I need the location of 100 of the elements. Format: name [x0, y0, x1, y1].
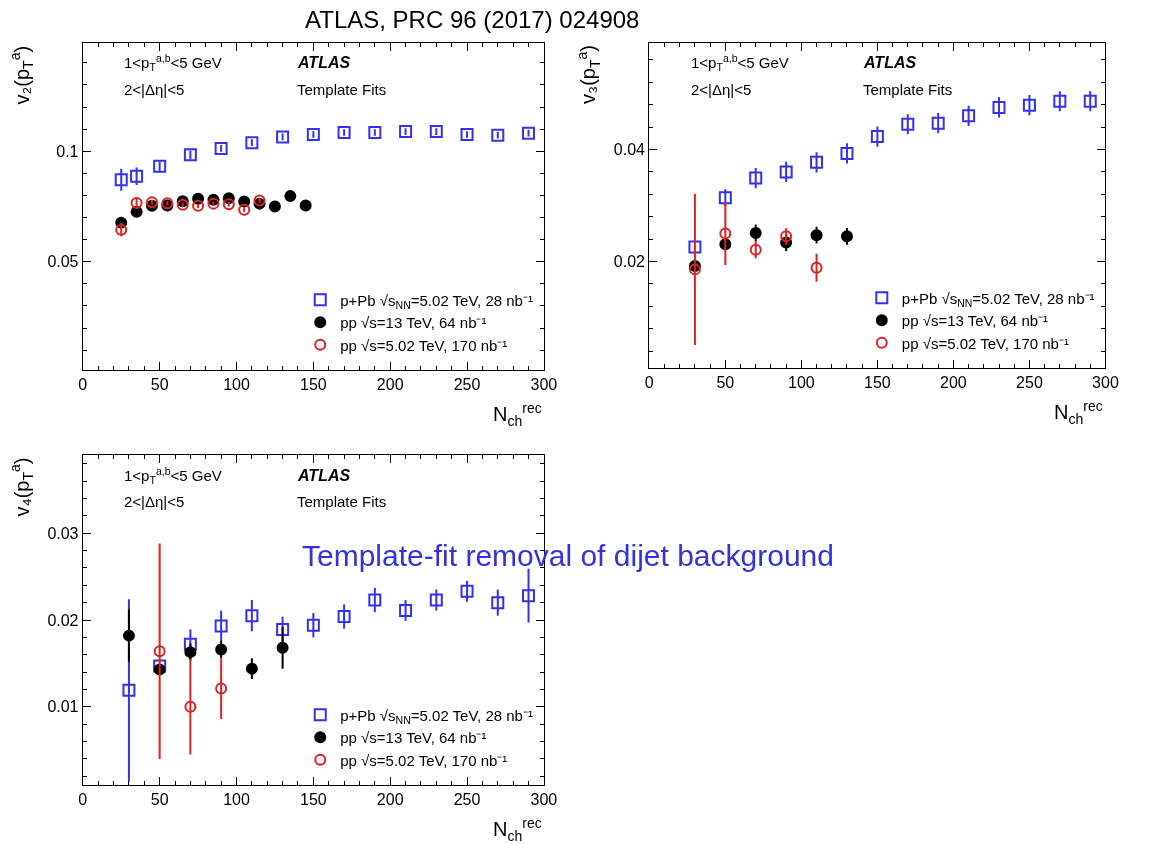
point: [245, 662, 258, 675]
y-tick-label: 0.1: [56, 142, 79, 160]
point: [245, 136, 259, 150]
point: [276, 623, 290, 637]
x-tick-label: 300: [530, 791, 558, 809]
legend-label: p+Pb √s$_{NN}$=5.02 TeV, 28 nb⁻¹: [901, 289, 1095, 309]
y-tick-label: 0.04: [613, 141, 646, 159]
point: [122, 683, 136, 697]
point: [306, 127, 320, 141]
y-tick-label: 0.05: [47, 253, 79, 271]
point: [214, 619, 228, 633]
y-tick-label: 0.02: [47, 611, 79, 629]
point: [153, 159, 167, 173]
point: [368, 593, 382, 607]
point: [870, 130, 884, 144]
x-tick-label: 50: [150, 376, 169, 394]
x-tick-label: 250: [1016, 374, 1043, 392]
x-tick-label: 50: [716, 374, 735, 392]
point: [749, 171, 763, 185]
point: [184, 646, 197, 659]
legend-label: p+Pb √s$_{NN}$=5.02 TeV, 28 nb⁻¹: [340, 291, 533, 311]
annotation: 2<|Δη|<5: [124, 493, 185, 510]
point: [749, 243, 762, 256]
point: [115, 223, 128, 236]
annotation: Template Fits: [297, 493, 387, 510]
legend-label: pp √s=5.02 TeV, 170 nb⁻¹: [340, 751, 508, 769]
point: [130, 169, 144, 183]
point: [245, 609, 259, 623]
chart-title: ATLAS, PRC 96 (2017) 024908: [305, 6, 640, 33]
point: [399, 125, 413, 139]
x-tick-label: 250: [453, 791, 481, 809]
point: [688, 240, 702, 254]
point: [719, 227, 732, 240]
point: [522, 126, 536, 140]
point: [840, 146, 854, 160]
point: [931, 116, 945, 130]
annotation: Template Fits: [297, 81, 387, 98]
annotation: 2<|Δη|<5: [124, 81, 185, 98]
point: [779, 165, 793, 179]
annotation: ATLAS: [863, 54, 917, 71]
point: [299, 199, 312, 212]
point: [222, 198, 235, 211]
point: [491, 596, 505, 610]
point: [429, 125, 443, 139]
point: [207, 197, 220, 210]
annotation: ATLAS: [297, 54, 351, 71]
x-tick-label: 150: [864, 374, 891, 392]
point: [810, 261, 823, 274]
x-tick-label: 100: [223, 791, 250, 809]
annotation: Template Fits: [863, 81, 953, 98]
point: [1053, 94, 1067, 108]
point: [337, 610, 351, 624]
y-tick-label: 0.03: [47, 524, 79, 542]
point: [284, 190, 297, 203]
annotation: 1<p$_{T}$$^{a,b}$<5 GeV: [124, 465, 222, 487]
annotation: 1<p$_{T}$$^{a,b}$<5 GeV: [691, 52, 789, 74]
point: [122, 629, 135, 642]
y-tick-label: 0.01: [47, 698, 79, 716]
point: [276, 130, 290, 144]
point: [276, 641, 289, 654]
point: [780, 230, 793, 243]
point: [337, 125, 351, 139]
point: [368, 125, 382, 139]
x-tick-label: 0: [644, 374, 654, 392]
point: [840, 230, 853, 243]
x-tick-label: 300: [1092, 374, 1119, 392]
point: [522, 589, 536, 603]
point: [460, 127, 474, 141]
point: [214, 141, 228, 155]
x-tick-label: 200: [940, 374, 967, 392]
point: [962, 109, 976, 123]
point: [268, 200, 281, 213]
point: [399, 603, 413, 617]
point: [901, 117, 915, 131]
x-tick-label: 100: [223, 376, 250, 394]
x-tick-label: 150: [300, 791, 327, 809]
legend-label: pp √s=5.02 TeV, 170 nb⁻¹: [901, 334, 1069, 352]
legend-label: pp √s=5.02 TeV, 170 nb⁻¹: [340, 336, 508, 354]
x-tick-label: 0: [78, 791, 88, 809]
x-tick-label: 0: [78, 376, 88, 394]
point: [491, 128, 505, 142]
point: [992, 100, 1006, 114]
point: [153, 659, 167, 673]
x-tick-label: 50: [150, 791, 169, 809]
point: [306, 618, 320, 632]
point: [749, 226, 762, 239]
legend-label: pp √s=13 TeV, 64 nb⁻¹: [340, 729, 487, 747]
x-tick-label: 300: [530, 376, 558, 394]
point: [1022, 98, 1036, 112]
point: [184, 700, 197, 713]
point: [238, 203, 251, 216]
annotation: 2<|Δη|<5: [691, 81, 752, 98]
point: [810, 155, 824, 169]
x-tick-label: 150: [300, 376, 327, 394]
point: [130, 196, 143, 209]
point: [429, 593, 443, 607]
point: [183, 637, 197, 651]
y-tick-label: 0.02: [613, 253, 646, 271]
annotation: 1<p$_{T}$$^{a,b}$<5 GeV: [124, 52, 222, 74]
point: [718, 191, 732, 205]
